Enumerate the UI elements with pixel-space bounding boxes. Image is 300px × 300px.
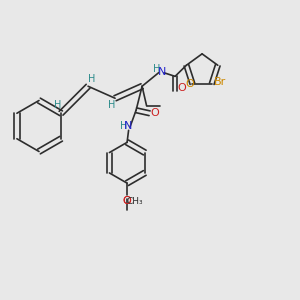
Text: CH₃: CH₃ bbox=[126, 197, 143, 206]
Text: O: O bbox=[123, 196, 131, 206]
Text: O: O bbox=[151, 108, 159, 118]
Text: N: N bbox=[158, 67, 167, 77]
Text: H: H bbox=[88, 74, 95, 84]
Text: N: N bbox=[124, 121, 132, 131]
Text: O: O bbox=[186, 79, 194, 89]
Text: H: H bbox=[108, 100, 115, 110]
Text: H: H bbox=[153, 64, 161, 74]
Text: H: H bbox=[120, 121, 127, 131]
Text: Br: Br bbox=[214, 77, 226, 87]
Text: H: H bbox=[54, 100, 62, 110]
Text: O: O bbox=[123, 196, 131, 206]
Text: O: O bbox=[177, 83, 186, 93]
